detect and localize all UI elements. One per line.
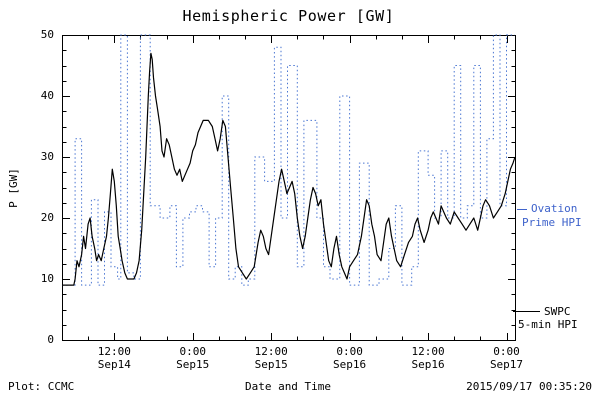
swpc-line-sample-icon xyxy=(513,311,540,312)
legend-ovation-prime-hpi: Ovation Prime HPI xyxy=(517,202,582,230)
x-tick-time-label: 0:00 xyxy=(179,345,206,358)
y-tick-label: 50 xyxy=(40,28,54,41)
ovation-line-sample-icon xyxy=(517,208,527,210)
y-tick-label: 40 xyxy=(40,89,54,102)
x-axis-label: Date and Time xyxy=(244,380,332,393)
plot-frame xyxy=(62,35,516,341)
axes-frame-and-ticks xyxy=(62,35,516,341)
legend-swpc-label-line2: 5-min HPI xyxy=(518,318,578,331)
legend-swpc-5min-hpi: SWPC 5-min HPI xyxy=(513,305,578,331)
ovation-prime-hpi-line xyxy=(62,34,515,286)
x-tick-time-label: 12:00 xyxy=(97,345,131,358)
plot-timestamp: 2015/09/17 00:35:20 xyxy=(466,380,592,393)
y-tick-label: 0 xyxy=(47,333,54,346)
plot-source-label: Plot: CCMC xyxy=(8,380,75,393)
y-tick-label: 10 xyxy=(40,272,54,285)
legend-ovation-label-line2: Prime HPI xyxy=(522,216,582,229)
x-tick-time-label: 0:00 xyxy=(336,345,363,358)
y-tick-label: 30 xyxy=(40,150,54,163)
swpc-5min-hpi-line xyxy=(62,52,516,286)
x-tick-date-label: Sep16 xyxy=(411,358,445,371)
x-tick-date-label: Sep17 xyxy=(489,358,524,371)
x-tick-time-label: 12:00 xyxy=(411,345,445,358)
x-tick-date-label: Sep14 xyxy=(97,358,131,371)
x-tick-date-label: Sep16 xyxy=(333,358,367,371)
y-tick-label: 20 xyxy=(40,211,54,224)
x-tick-date-label: Sep15 xyxy=(176,358,210,371)
legend-ovation-label-line1: Ovation xyxy=(531,202,578,215)
legend-swpc-label-line1: SWPC xyxy=(544,305,571,318)
x-tick-time-label: 0:00 xyxy=(493,345,520,358)
x-tick-date-label: Sep15 xyxy=(254,358,288,371)
x-tick-time-label: 12:00 xyxy=(254,345,288,358)
chart-title: Hemispheric Power [GW] xyxy=(182,7,395,25)
